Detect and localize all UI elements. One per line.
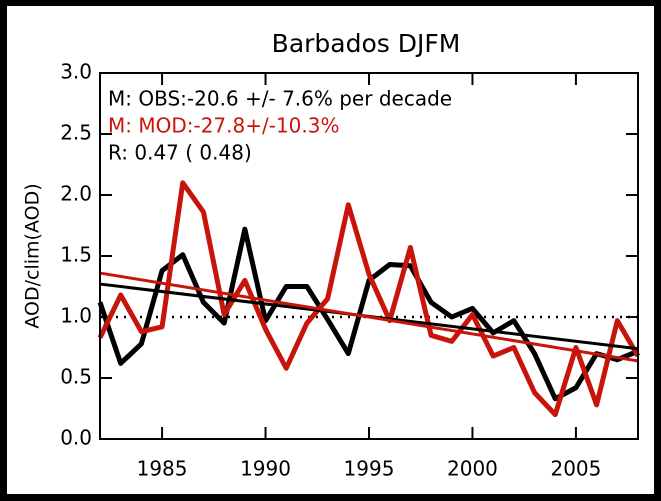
- y-tick-label: 0.0: [60, 426, 92, 450]
- y-tick-label: 0.5: [60, 365, 92, 389]
- x-tick-label: 1995: [344, 457, 395, 481]
- x-tick-label: 2005: [550, 457, 601, 481]
- x-tick-label: 1990: [240, 457, 291, 481]
- x-tick-label: 1985: [137, 457, 188, 481]
- trend-line: [99, 271, 639, 363]
- y-tick-label: 1.0: [60, 304, 92, 328]
- data-line: [97, 180, 641, 418]
- plot-frame: [99, 72, 639, 440]
- canvas: [7, 6, 654, 494]
- annotation: M: OBS:-20.6 +/- 7.6% per decade: [108, 87, 452, 111]
- annotation: M: MOD:-27.8+/-10.3%: [108, 114, 339, 138]
- y-tick-label: 2.5: [60, 121, 92, 145]
- y-tick-label: 2.0: [60, 182, 92, 206]
- x-tick-label: 2000: [447, 457, 498, 481]
- y-tick-label: 1.5: [60, 243, 92, 267]
- y-axis-label: AOD/clim(AOD): [22, 183, 44, 328]
- y-tick-label: 3.0: [60, 60, 92, 84]
- annotation: R: 0.47 ( 0.48): [108, 141, 252, 165]
- chart-title: Barbados DJFM: [272, 29, 461, 58]
